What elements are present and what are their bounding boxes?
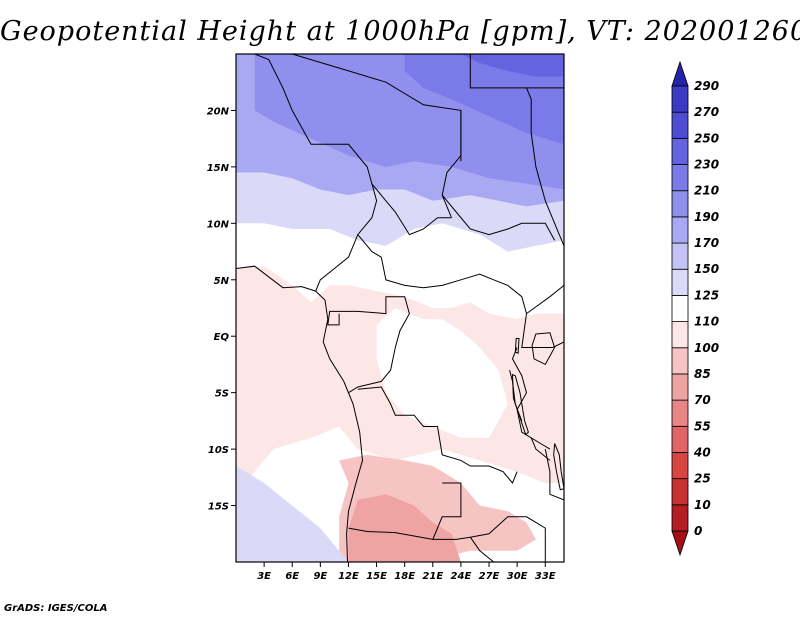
- colorbar-lower-arrow: [671, 530, 689, 557]
- lon-tick-label: 12E: [338, 571, 359, 582]
- border-line: [414, 54, 564, 89]
- colorbar-label: 85: [694, 367, 711, 381]
- colorbar-swatch: [671, 321, 689, 349]
- colorbar-label: 40: [693, 445, 711, 459]
- border-line: [530, 437, 551, 461]
- lat-tick-label: 10S: [208, 445, 229, 456]
- colorbar-upper-arrow: [671, 60, 689, 87]
- border-line: [357, 386, 518, 484]
- lat-tick-label: 5S: [215, 389, 229, 400]
- lon-tick-label: 18E: [394, 571, 415, 582]
- lat-tick-label: 10N: [207, 219, 230, 230]
- colorbar-swatch: [671, 504, 689, 532]
- border-line: [493, 279, 564, 315]
- colorbar-swatch: [671, 295, 689, 322]
- lat-tick-label: 15N: [207, 163, 230, 174]
- lon-tick-label: 33E: [535, 571, 556, 582]
- lat-tick-label: 15S: [208, 502, 229, 513]
- lon-tick-label: 15E: [366, 571, 387, 582]
- colorbar-label: 210: [694, 184, 719, 198]
- grads-credit: GrADS: IGES/COLA: [4, 603, 108, 614]
- border-line: [341, 296, 410, 394]
- colorbar-label: 290: [694, 79, 719, 93]
- border-line: [441, 194, 556, 241]
- lon-tick-label: 9E: [313, 571, 327, 582]
- lake-outline: [553, 443, 564, 491]
- height-region-far-north: [460, 54, 564, 77]
- colorbar-swatch: [671, 164, 689, 192]
- colorbar-swatch: [671, 399, 689, 427]
- border-line: [348, 527, 471, 540]
- height-region-north-east: [404, 54, 564, 145]
- lat-tick-label: 5N: [214, 276, 230, 287]
- colorbar-label: 250: [694, 131, 719, 145]
- lon-tick-label: 6E: [285, 571, 299, 582]
- colorbar-swatch: [671, 85, 689, 113]
- border-line: [544, 449, 564, 501]
- country-borders: [236, 54, 564, 562]
- lake-outline: [514, 338, 520, 354]
- colorbar-label: 100: [694, 341, 719, 355]
- border-line: [236, 265, 364, 562]
- border-line: [327, 310, 342, 326]
- colorbar-swatch: [671, 478, 689, 506]
- colorbar-label: 170: [694, 236, 719, 250]
- colorbar: 0 10 25 40 55 70 85 100 110 125 150 170 190 210 230 250…: [671, 60, 719, 557]
- lon-tick-label: 21E: [422, 571, 443, 582]
- border-line: [470, 516, 546, 562]
- height-field: [236, 54, 564, 562]
- border-line: [526, 87, 564, 247]
- colorbar-swatch: [671, 137, 689, 165]
- height-region-central: [376, 308, 508, 438]
- colorbar-swatch: [671, 425, 689, 453]
- colorbar-swatch: [671, 190, 689, 218]
- colorbar-label: 150: [694, 262, 719, 276]
- colorbar-label: 125: [694, 288, 719, 302]
- colorbar-label: 110: [694, 315, 719, 329]
- colorbar-label: 270: [694, 105, 719, 119]
- colorbar-swatch: [671, 111, 689, 139]
- lon-tick-label: 30E: [507, 571, 528, 582]
- colorbar-swatch: [671, 216, 689, 244]
- map-frame: [235, 53, 565, 563]
- border-line: [521, 313, 564, 348]
- colorbar-swatch: [671, 347, 689, 375]
- colorbar-label: 0: [694, 524, 702, 538]
- border-line: [469, 536, 495, 562]
- colorbar-swatch: [671, 242, 689, 270]
- lat-tick-label: 20N: [207, 106, 230, 117]
- lake-outline: [511, 373, 529, 436]
- colorbar-label: 55: [694, 419, 711, 433]
- colorbar-label: 25: [694, 472, 711, 486]
- colorbar-swatch: [671, 373, 689, 401]
- colorbar-label: 70: [694, 393, 711, 407]
- lon-tick-label: 27E: [479, 571, 500, 582]
- colorbar-swatch: [671, 452, 689, 480]
- border-line: [371, 183, 452, 236]
- longitude-axis: 3E 6E 9E 12E 15E 18E 21E 24E 27E 30E 33E: [257, 562, 556, 582]
- height-region-kalahari: [348, 494, 461, 562]
- lake-outline: [531, 332, 556, 366]
- border-line: [357, 234, 494, 289]
- colorbar-label: 230: [694, 158, 719, 172]
- latitude-axis: 20N 15N 10N 5N EQ 5S 10S 15S: [207, 106, 236, 513]
- height-region-south-atlantic: [236, 466, 349, 562]
- colorbar-label: 10: [694, 498, 711, 512]
- colorbar-swatch: [671, 268, 689, 296]
- map-title: Geopotential Height at 1000hPa [gpm], VT…: [0, 16, 800, 47]
- lon-tick-label: 3E: [257, 571, 271, 582]
- lon-tick-label: 24E: [451, 571, 472, 582]
- colorbar-label: 190: [694, 210, 719, 224]
- lat-tick-label: EQ: [214, 332, 230, 343]
- border-line: [432, 482, 462, 540]
